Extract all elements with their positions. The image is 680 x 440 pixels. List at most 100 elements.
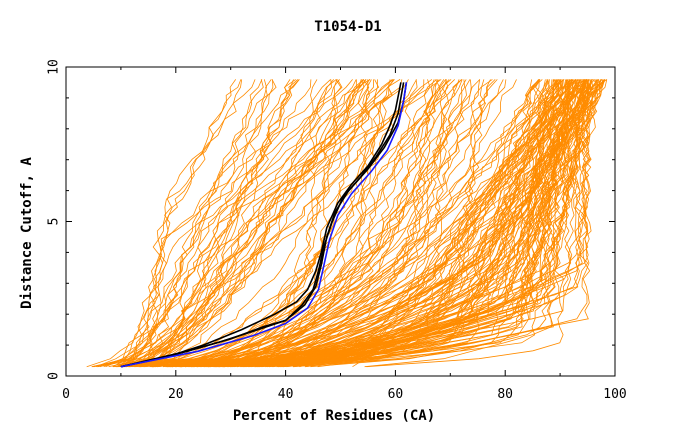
model-curve-209 [278,79,587,368]
model-curve-188 [292,79,577,368]
model-curve-98 [140,79,481,368]
model-curve-167 [103,79,394,368]
model-curve-125 [219,79,431,368]
x-axis-ticks: 0 20 40 60 80 100 [62,67,627,402]
x-tick-label: 80 [497,387,513,402]
model-curve-124 [144,79,418,368]
model-curve-4 [171,79,599,368]
model-curve-136 [121,79,353,368]
model-curve-171 [138,79,367,368]
model-curve-149 [129,79,294,368]
model-curve-144 [99,79,362,368]
model-curve-178 [257,79,540,368]
model-curve-193 [293,79,601,368]
model-curve-174 [123,79,300,368]
model-curve-65 [184,79,517,368]
model-curve-127 [180,79,603,368]
model-curve-157 [119,79,365,368]
model-curve-143 [137,79,357,368]
model-curve-134 [120,79,263,368]
model-curve-101 [205,79,463,368]
highlight-series-0 [120,82,402,368]
x-tick-label: 40 [278,387,294,402]
model-curve-121 [236,79,589,368]
model-curve-151 [141,79,337,368]
model-curve-179 [179,79,573,368]
model-curve-205 [196,79,548,368]
model-curve-55 [271,79,579,368]
x-tick-label: 100 [603,387,626,402]
model-curve-185 [208,79,579,368]
model-curve-122 [215,79,486,368]
model-curve-133 [91,79,367,368]
model-curve-142 [97,79,343,368]
model-curve-206 [204,79,564,368]
model-curve-199 [218,79,586,368]
model-curve-211 [210,79,562,368]
model-curve-100 [231,79,395,368]
model-curve-207 [207,79,580,368]
model-curve-192 [269,79,602,368]
x-tick-label: 0 [62,387,70,402]
model-curve-139 [149,79,299,367]
model-curve-108 [214,79,372,368]
model-curve-3 [280,79,601,368]
model-curve-186 [199,79,550,368]
model-curve-195 [179,79,594,368]
model-curve-88 [176,79,496,368]
y-tick-label: 0 [47,372,62,380]
model-curve-155 [113,79,256,368]
model-curve-84 [237,79,441,368]
x-tick-label: 60 [388,387,404,402]
model-curve-158 [105,79,312,368]
model-curve-54 [123,79,574,368]
model-curve-203 [222,79,578,368]
model-curve-132 [114,79,332,368]
model-curve-70 [168,79,357,368]
y-tick-label: 5 [47,218,62,226]
model-curve-204 [254,79,605,368]
model-curve-85 [193,79,393,368]
model-curve-214 [366,79,565,368]
model-curve-163 [142,79,371,368]
model-curve-168 [86,79,277,368]
model-curve-210 [150,79,601,368]
model-curve-49 [227,79,593,368]
model-curve-44 [257,79,599,368]
model-curve-173 [116,79,331,368]
model-curve-83 [171,79,565,368]
model-curve-161 [149,79,403,368]
model-curve-135 [134,79,296,368]
model-curve-208 [277,79,590,368]
model-curve-156 [116,79,393,368]
model-curve-165 [143,79,242,367]
model-curve-170 [129,79,300,368]
highlight-series-2 [120,82,408,368]
y-axis-ticks: 0 5 10 [47,59,615,380]
y-axis-label: Distance Cutoff, A [19,157,35,309]
model-curve-126 [154,79,467,368]
model-curve-116 [152,79,374,368]
model-curve-166 [108,79,463,368]
y-tick-label: 10 [47,59,62,75]
model-curve-184 [352,79,569,368]
model-curve-194 [206,79,593,368]
model-curve-138 [144,79,243,367]
model-curve-141 [117,79,264,368]
model-curve-94 [219,79,605,368]
x-axis-label: Percent of Residues (CA) [233,408,435,424]
chart-title: T1054-D1 [314,19,381,35]
model-curve-212 [254,79,551,368]
model-curve-169 [131,79,267,368]
model-curve-154 [122,79,340,368]
model-curve-107 [232,79,449,368]
model-curve-95 [134,79,452,368]
model-curve-78 [170,79,318,368]
model-curve-110 [185,79,608,368]
model-curve-67 [222,79,543,368]
model-curve-190 [209,79,590,368]
highlight-curves-group [120,82,408,368]
model-curve-213 [278,79,600,368]
model-curve-119 [218,79,574,368]
